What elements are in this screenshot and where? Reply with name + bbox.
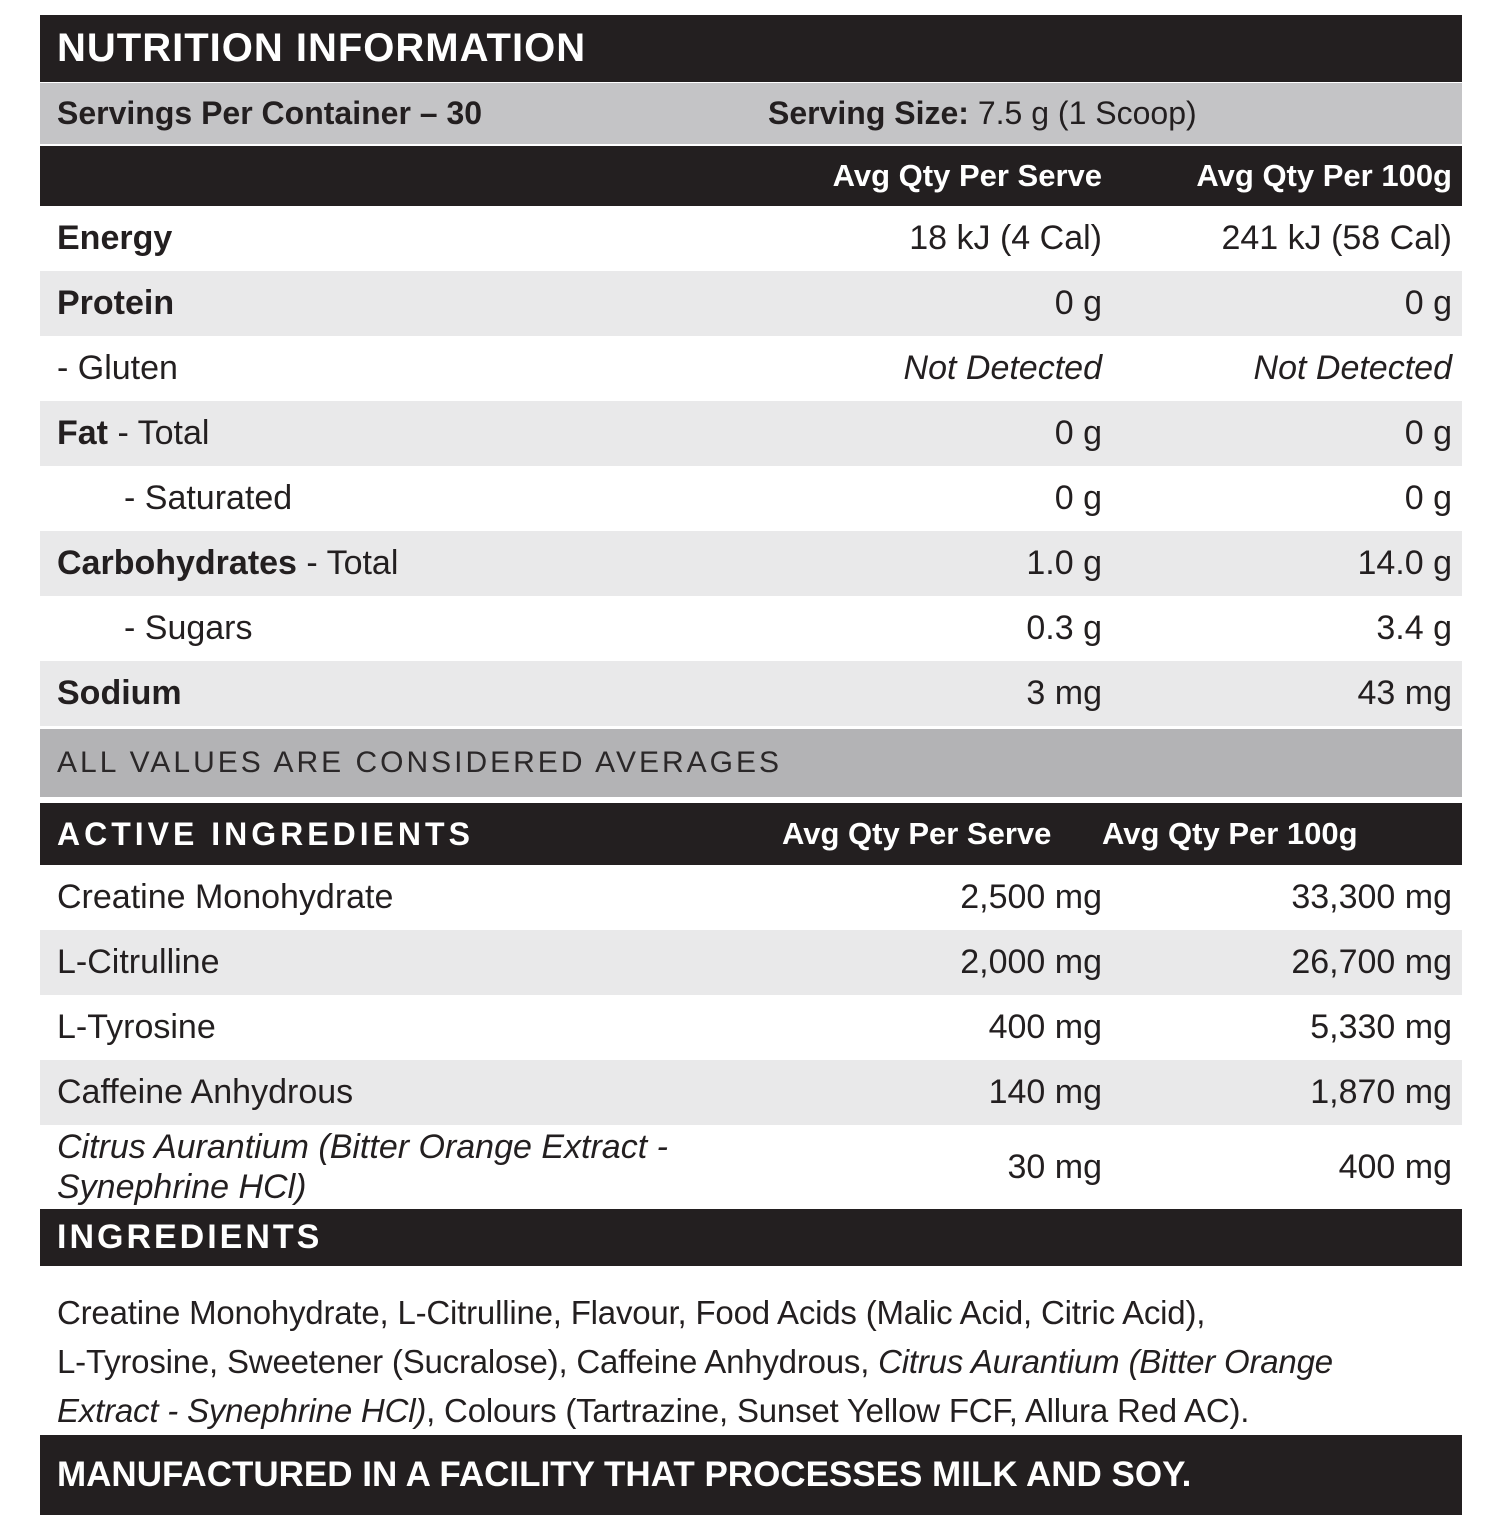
- row-value-100g: Not Detected: [1253, 349, 1452, 387]
- row-label: Protein: [57, 284, 175, 322]
- table-row-fat-total: Fat - Total 0 g 0 g: [40, 401, 1462, 466]
- table-row-carbohydrates-total: Carbohydrates - Total 1.0 g 14.0 g: [40, 531, 1462, 596]
- servings-per-container: Servings Per Container – 30: [57, 95, 483, 131]
- row-label: Citrus Aurantium (Bitter Orange Extract …: [57, 1128, 668, 1206]
- column-header-per-100g: Avg Qty Per 100g: [1196, 158, 1452, 193]
- table-row-caffeine: Caffeine Anhydrous 140 mg 1,870 mg: [40, 1060, 1462, 1125]
- row-value-serve: 18 kJ (4 Cal): [909, 219, 1102, 257]
- averages-note: ALL VALUES ARE CONSIDERED AVERAGES: [57, 746, 782, 779]
- row-value-100g: 14.0 g: [1357, 544, 1452, 582]
- row-value-serve: 3 mg: [1026, 674, 1102, 712]
- row-value-100g: 5,330 mg: [1310, 1008, 1452, 1046]
- row-value-serve: 0 g: [1054, 414, 1102, 452]
- facility-note: MANUFACTURED IN A FACILITY THAT PROCESSE…: [57, 1455, 1192, 1494]
- table-row-fat-saturated: - Saturated 0 g 0 g: [40, 466, 1462, 531]
- row-value-serve: 140 mg: [988, 1073, 1102, 1111]
- row-value-serve: 2,000 mg: [960, 943, 1102, 981]
- ingredients-paragraph: Creatine Monohydrate, L-Citrulline, Flav…: [40, 1288, 1462, 1435]
- serving-size-label: Serving Size:: [768, 95, 969, 131]
- active-ingredients-header-bar: ACTIVE INGREDIENTS Avg Qty Per Serve Avg…: [40, 803, 1462, 865]
- row-label: Energy: [57, 219, 173, 257]
- row-label: Caffeine Anhydrous: [57, 1073, 354, 1111]
- section-title-ingredients: INGREDIENTS: [57, 1218, 323, 1256]
- row-value-serve: 400 mg: [988, 1008, 1102, 1046]
- table-row-citrulline: L-Citrulline 2,000 mg 26,700 mg: [40, 930, 1462, 995]
- row-value-100g: 33,300 mg: [1291, 878, 1452, 916]
- row-value-serve: 0.3 g: [1026, 609, 1102, 647]
- table-row-sugars: - Sugars 0.3 g 3.4 g: [40, 596, 1462, 661]
- table-row-citrus-aurantium: Citrus Aurantium (Bitter Orange Extract …: [40, 1125, 1462, 1209]
- table-row-gluten: - Gluten Not Detected Not Detected: [40, 336, 1462, 401]
- paragraph-line: Creatine Monohydrate, L-Citrulline, Flav…: [57, 1294, 1206, 1331]
- column-header-bar: Avg Qty Per Serve Avg Qty Per 100g: [40, 146, 1462, 206]
- row-value-100g: 0 g: [1404, 479, 1452, 517]
- table-row-sodium: Sodium 3 mg 43 mg: [40, 661, 1462, 726]
- table-row-creatine: Creatine Monohydrate 2,500 mg 33,300 mg: [40, 865, 1462, 930]
- row-value-serve: 0 g: [1054, 479, 1102, 517]
- row-label: Creatine Monohydrate: [57, 878, 394, 916]
- servings-bar: Servings Per Container – 30 Serving Size…: [40, 83, 1462, 144]
- row-value-100g: 0 g: [1404, 284, 1452, 322]
- row-value-100g: 3.4 g: [1376, 609, 1452, 647]
- column-header-per-serve: Avg Qty Per Serve: [782, 816, 1052, 851]
- row-label: L-Tyrosine: [57, 1008, 216, 1046]
- row-value-serve: 2,500 mg: [960, 878, 1102, 916]
- row-label: Sodium: [57, 674, 182, 712]
- page-title: NUTRITION INFORMATION: [57, 26, 587, 70]
- row-value-serve: 1.0 g: [1026, 544, 1102, 582]
- ingredients-header-bar: INGREDIENTS: [40, 1209, 1462, 1266]
- nutrition-label: NUTRITION INFORMATION Servings Per Conta…: [40, 15, 1462, 1515]
- row-value-100g: 1,870 mg: [1310, 1073, 1452, 1111]
- row-label: Fat: [57, 414, 108, 452]
- row-value-serve: 30 mg: [1007, 1147, 1103, 1186]
- section-title-active-ingredients: ACTIVE INGREDIENTS: [57, 815, 474, 852]
- column-header-per-serve: Avg Qty Per Serve: [832, 158, 1102, 193]
- paragraph-line: Extract - Synephrine HCl), Colours (Tart…: [57, 1392, 1250, 1429]
- row-value-100g: 26,700 mg: [1291, 943, 1452, 981]
- facility-note-bar: MANUFACTURED IN A FACILITY THAT PROCESSE…: [40, 1435, 1462, 1515]
- row-value-serve: Not Detected: [903, 349, 1102, 387]
- table-row-energy: Energy 18 kJ (4 Cal) 241 kJ (58 Cal): [40, 206, 1462, 271]
- active-ingredients-table: Creatine Monohydrate 2,500 mg 33,300 mg …: [40, 865, 1462, 1209]
- row-label: L-Citrulline: [57, 943, 220, 981]
- table-row-protein: Protein 0 g 0 g: [40, 271, 1462, 336]
- row-value-100g: 400 mg: [1338, 1147, 1452, 1186]
- column-header-per-100g: Avg Qty Per 100g: [1102, 816, 1358, 851]
- row-value-100g: 0 g: [1404, 414, 1452, 452]
- table-row-tyrosine: L-Tyrosine 400 mg 5,330 mg: [40, 995, 1462, 1060]
- title-bar: NUTRITION INFORMATION: [40, 15, 1462, 82]
- serving-size-value: 7.5 g (1 Scoop): [968, 95, 1197, 131]
- serving-size: Serving Size: 7.5 g (1 Scoop): [768, 95, 1197, 132]
- row-value-100g: 43 mg: [1357, 674, 1453, 712]
- averages-note-bar: ALL VALUES ARE CONSIDERED AVERAGES: [40, 729, 1462, 797]
- paragraph-line: L-Tyrosine, Sweetener (Sucralose), Caffe…: [57, 1343, 1333, 1380]
- row-value-serve: 0 g: [1054, 284, 1102, 322]
- row-label: Carbohydrates: [57, 544, 297, 582]
- nutrition-table: Energy 18 kJ (4 Cal) 241 kJ (58 Cal) Pro…: [40, 206, 1462, 726]
- row-value-100g: 241 kJ (58 Cal): [1221, 219, 1452, 257]
